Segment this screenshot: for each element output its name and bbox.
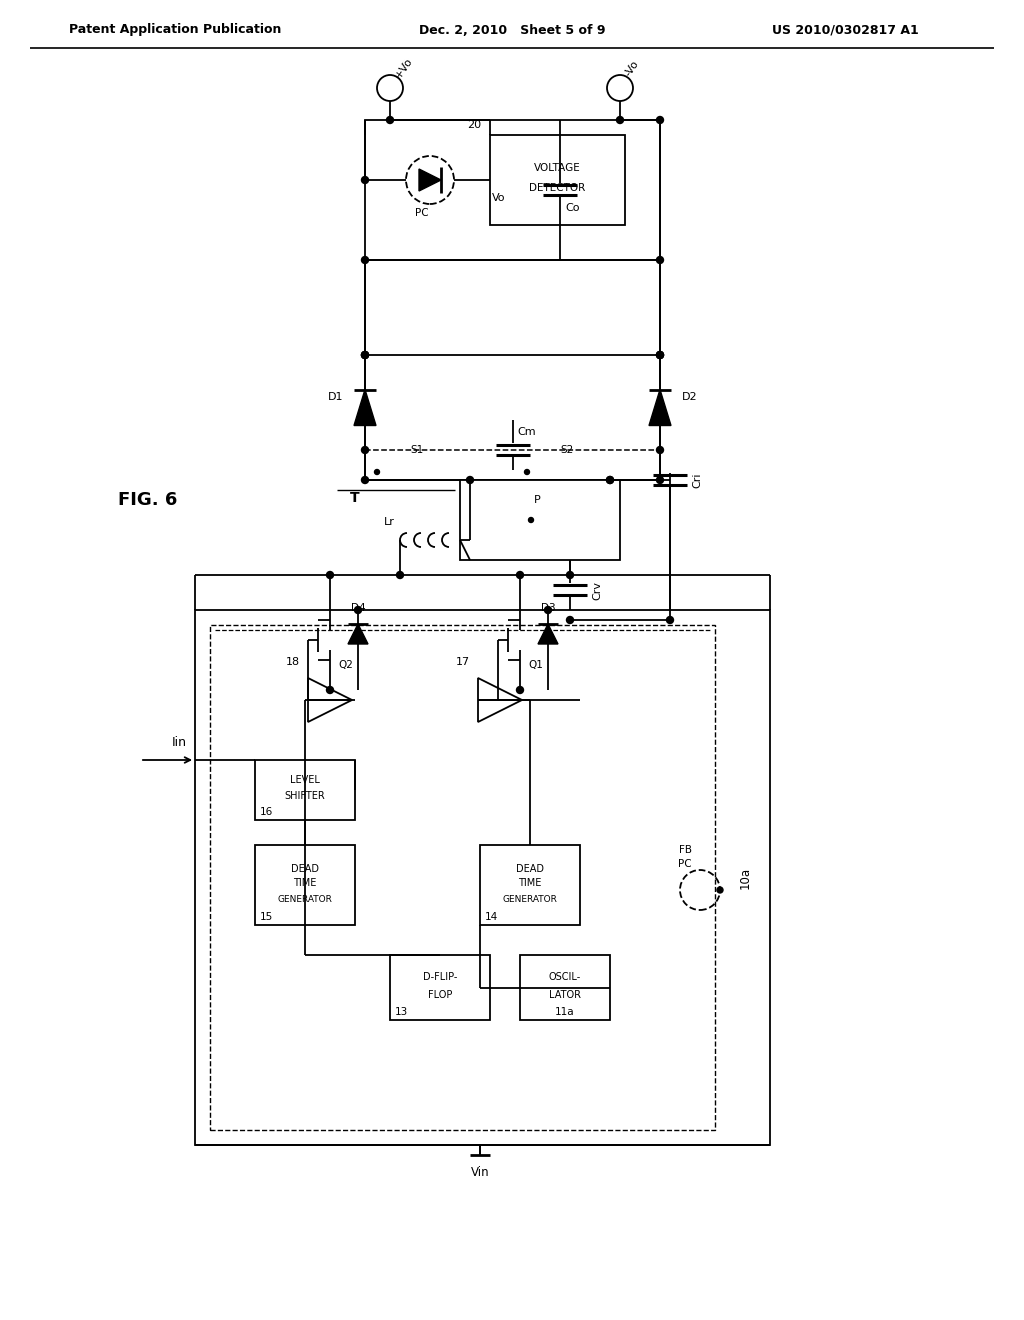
Text: 20: 20 (467, 120, 481, 129)
Text: 18: 18 (286, 657, 300, 667)
Circle shape (516, 686, 523, 693)
Text: VOLTAGE: VOLTAGE (535, 162, 581, 173)
Text: SHIFTER: SHIFTER (285, 791, 326, 801)
Text: Q2: Q2 (338, 660, 353, 671)
Circle shape (656, 446, 664, 454)
Circle shape (396, 572, 403, 578)
Circle shape (656, 351, 664, 359)
Text: 10a: 10a (738, 866, 752, 888)
Text: D2: D2 (682, 392, 697, 403)
Text: OSCIL-: OSCIL- (549, 973, 582, 982)
Circle shape (354, 606, 361, 614)
Text: Cm: Cm (517, 426, 537, 437)
Bar (490, 135, 625, 224)
Text: FLOP: FLOP (428, 990, 453, 1001)
Circle shape (616, 116, 624, 124)
Circle shape (656, 477, 664, 483)
Text: 14: 14 (485, 912, 499, 921)
Text: TIME: TIME (293, 878, 316, 888)
Text: 11a: 11a (555, 1007, 574, 1016)
Text: 15: 15 (260, 912, 273, 921)
Text: Crv: Crv (592, 581, 602, 599)
Text: PC: PC (678, 859, 692, 869)
Circle shape (361, 351, 369, 359)
Polygon shape (419, 169, 441, 191)
Text: 17: 17 (456, 657, 470, 667)
Bar (460, 480, 620, 560)
Circle shape (717, 887, 723, 894)
Text: Cri: Cri (692, 473, 702, 488)
Bar (210, 624, 715, 1130)
Circle shape (606, 477, 613, 483)
Text: S1: S1 (411, 445, 424, 455)
Circle shape (606, 477, 613, 483)
Text: +Vo: +Vo (393, 55, 415, 81)
Text: D1: D1 (328, 392, 343, 403)
Circle shape (361, 351, 369, 359)
Circle shape (327, 572, 334, 578)
Text: 13: 13 (395, 1007, 409, 1016)
Circle shape (524, 470, 529, 474)
Circle shape (467, 477, 473, 483)
Circle shape (656, 256, 664, 264)
Circle shape (361, 351, 369, 359)
Text: DEAD: DEAD (516, 865, 544, 874)
Text: D3: D3 (541, 603, 555, 612)
Circle shape (566, 616, 573, 623)
Circle shape (375, 470, 380, 474)
Text: S2: S2 (560, 445, 573, 455)
Circle shape (361, 256, 369, 264)
Text: LATOR: LATOR (549, 990, 581, 1001)
Text: PC: PC (415, 209, 429, 218)
Text: Patent Application Publication: Patent Application Publication (69, 24, 282, 37)
Text: US 2010/0302817 A1: US 2010/0302817 A1 (772, 24, 919, 37)
Bar (365, 120, 660, 260)
Text: TIME: TIME (518, 878, 542, 888)
Circle shape (386, 116, 393, 124)
Text: Vo: Vo (492, 193, 505, 203)
Circle shape (566, 572, 573, 578)
Text: D-FLIP-: D-FLIP- (423, 973, 457, 982)
Circle shape (327, 686, 334, 693)
Text: DEAD: DEAD (291, 865, 319, 874)
Text: Q1: Q1 (528, 660, 543, 671)
Bar (480, 845, 580, 925)
Circle shape (528, 517, 534, 523)
Bar (365, 355, 660, 480)
Text: Lr: Lr (384, 517, 395, 527)
Circle shape (667, 616, 674, 623)
Text: D4: D4 (350, 603, 366, 612)
Text: GENERATOR: GENERATOR (278, 895, 333, 903)
Circle shape (545, 606, 552, 614)
Bar (390, 954, 490, 1020)
Circle shape (656, 116, 664, 124)
Text: LEVEL: LEVEL (290, 775, 319, 785)
Circle shape (656, 351, 664, 359)
Text: Iin: Iin (172, 735, 187, 748)
Text: GENERATOR: GENERATOR (503, 895, 557, 903)
Polygon shape (354, 389, 376, 425)
Circle shape (361, 446, 369, 454)
Text: FIG. 6: FIG. 6 (119, 491, 178, 510)
Text: Co: Co (565, 203, 580, 213)
Circle shape (361, 477, 369, 483)
Text: 16: 16 (260, 807, 273, 817)
Text: FB: FB (679, 845, 691, 855)
Bar (255, 845, 355, 925)
Polygon shape (348, 624, 368, 644)
Bar (255, 760, 355, 820)
Text: Vin: Vin (471, 1167, 489, 1180)
Polygon shape (538, 624, 558, 644)
Circle shape (361, 177, 369, 183)
Text: -Vo: -Vo (623, 58, 641, 78)
Bar (520, 954, 610, 1020)
Text: P: P (534, 495, 541, 506)
Text: Dec. 2, 2010   Sheet 5 of 9: Dec. 2, 2010 Sheet 5 of 9 (419, 24, 605, 37)
Polygon shape (649, 389, 671, 425)
Text: T: T (350, 491, 359, 506)
Bar (195, 610, 770, 1144)
Text: DETECTOR: DETECTOR (529, 183, 586, 193)
Circle shape (516, 572, 523, 578)
Circle shape (656, 351, 664, 359)
